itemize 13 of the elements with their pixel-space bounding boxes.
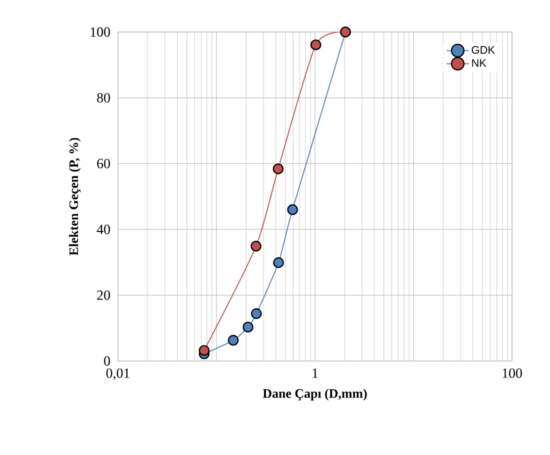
x-tick-label: 0,01	[106, 368, 130, 380]
y-tick-label: 0	[104, 356, 110, 366]
x-tick-label: 100	[502, 368, 522, 378]
y-axis-title: Elekten Geçen (P, %)	[69, 138, 81, 256]
x-tick-label: 1	[312, 368, 318, 378]
y-tick-label: 100	[90, 27, 110, 37]
legend-label: NK	[472, 59, 486, 67]
y-tick-label: 40	[96, 224, 110, 234]
y-tick-label: 20	[97, 290, 110, 300]
y-tick-label: 60	[97, 158, 110, 168]
legend-label: GDK	[472, 46, 495, 54]
y-tick-label: 80	[97, 93, 110, 103]
x-axis-title: Dane Çapı (D,mm)	[262, 388, 367, 400]
